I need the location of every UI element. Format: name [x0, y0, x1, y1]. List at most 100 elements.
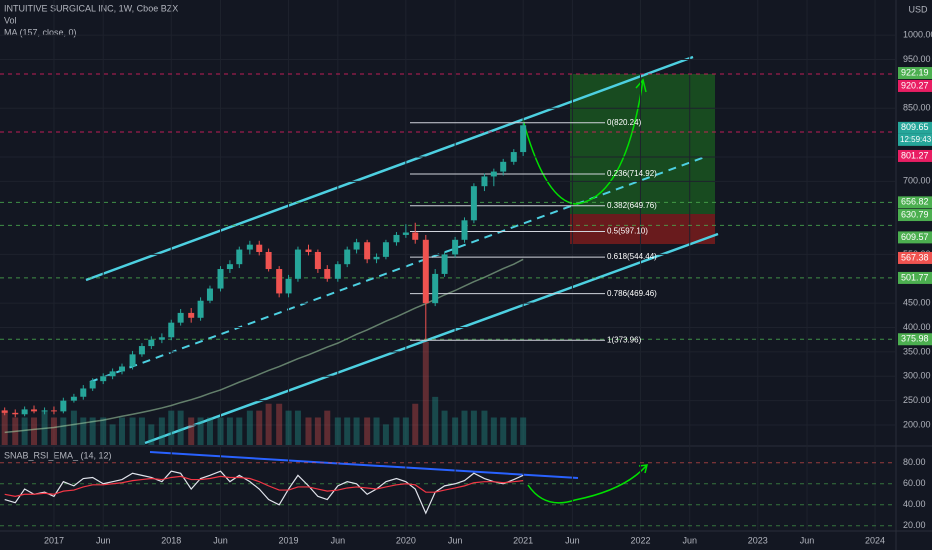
candle-body [206, 288, 213, 301]
volume-bar [402, 417, 409, 445]
rsi-tick-label: 40.00 [903, 499, 926, 509]
candle-body [1, 410, 8, 413]
volume-bar [285, 410, 292, 445]
candle-body [344, 249, 351, 265]
volume-bar [353, 417, 360, 445]
x-tick-label: 2021 [513, 535, 533, 545]
x-tick-label: Jun [448, 535, 463, 545]
candle-body [12, 412, 19, 415]
candle-body [490, 171, 497, 177]
indicator: Vol [4, 15, 17, 25]
rsi-title: SNAB_RSI_EMA_ (14, 12) [4, 450, 112, 460]
volume-bar [129, 417, 136, 445]
x-tick-label: Jun [331, 535, 346, 545]
volume-bar [236, 417, 243, 445]
candle-body [129, 354, 136, 367]
volume-bar [470, 410, 477, 445]
x-tick-label: Jun [213, 535, 228, 545]
candle-body [353, 242, 360, 250]
volume-bar [1, 410, 8, 445]
volume-bar [461, 410, 468, 445]
indicator: MA (157, close, 0) [4, 27, 77, 37]
volume-bar [89, 417, 96, 445]
candle-body [197, 300, 204, 318]
y-tick-label: 1000.00 [903, 29, 932, 39]
volume-bar [344, 417, 351, 445]
y-tick-label: 850.00 [903, 103, 931, 113]
volume-bar [100, 417, 107, 445]
price-label: 801.27 [901, 150, 929, 160]
volume-bar [432, 396, 439, 445]
price-label-bg [898, 67, 932, 80]
currency: USD [908, 4, 928, 14]
fib-label: 0.618(544.44) [607, 252, 657, 261]
candle-body [70, 396, 77, 401]
candle-body [177, 312, 184, 323]
price-label-bg [898, 121, 932, 134]
fib-label: 1(373.96) [607, 335, 642, 344]
rsi-tick-label: 20.00 [903, 520, 926, 530]
volume-bar [276, 403, 283, 445]
volume-bar [158, 417, 165, 445]
candle-body [364, 242, 371, 260]
candle-body [236, 249, 243, 265]
candle-body [305, 249, 312, 252]
y-tick-label: 250.00 [903, 395, 931, 405]
x-tick-label: Jun [800, 535, 815, 545]
countdown-bg [898, 133, 932, 146]
volume-bar [246, 410, 253, 445]
volume-bar [364, 417, 371, 445]
y-tick-label: 350.00 [903, 346, 931, 356]
volume-bar [109, 424, 116, 445]
price-label-bg [898, 231, 932, 244]
volume-bar [314, 417, 321, 445]
candle-body [148, 339, 155, 347]
volume-bar [217, 417, 224, 445]
volume-bar [31, 417, 38, 445]
chart-title: INTUITIVE SURGICAL INC, 1W, Cboe BZX [4, 3, 178, 13]
fib-label: 0.382(649.76) [607, 201, 657, 210]
volume-bar [206, 417, 213, 445]
candle-body [256, 244, 263, 252]
y-tick-label: 200.00 [903, 419, 931, 429]
volume-bar [256, 410, 263, 445]
price-label: 375.98 [901, 334, 929, 344]
candle-body [422, 239, 429, 304]
candle-body [285, 278, 292, 294]
x-tick-label: 2018 [161, 535, 181, 545]
candle-body [217, 269, 224, 289]
candle-body [510, 152, 517, 162]
fib-label: 0(820.24) [607, 118, 642, 127]
price-label: 809.65 [901, 122, 929, 132]
candle-body [109, 371, 116, 377]
volume-bar [177, 410, 184, 445]
volume-bar [324, 410, 331, 445]
candle-body [21, 409, 28, 415]
volume-bar [490, 417, 497, 445]
x-tick-label: Jun [96, 535, 111, 545]
y-tick-label: 450.00 [903, 298, 931, 308]
price-label: 922.19 [901, 67, 929, 77]
volume-bar [500, 417, 507, 445]
candle-body [188, 312, 195, 318]
y-tick-label: 300.00 [903, 371, 931, 381]
price-label-bg [898, 196, 932, 209]
price-label: 501.77 [901, 272, 929, 282]
x-tick-label: Jun [565, 535, 580, 545]
rsi-tick-label: 80.00 [903, 457, 926, 467]
volume-bar [520, 417, 527, 445]
volume-bar [50, 417, 57, 445]
candle-body [461, 220, 468, 240]
candle-body [60, 400, 67, 412]
price-label-bg [898, 271, 932, 284]
volume-bar [510, 417, 517, 445]
volume-bar [305, 417, 312, 445]
volume-bar [265, 403, 272, 445]
volume-bar [138, 417, 145, 445]
price-label: 630.79 [901, 209, 929, 219]
price-label-bg [898, 209, 932, 222]
candle-body [412, 232, 419, 240]
price-label: 656.82 [901, 197, 929, 207]
candle-body [294, 249, 301, 279]
